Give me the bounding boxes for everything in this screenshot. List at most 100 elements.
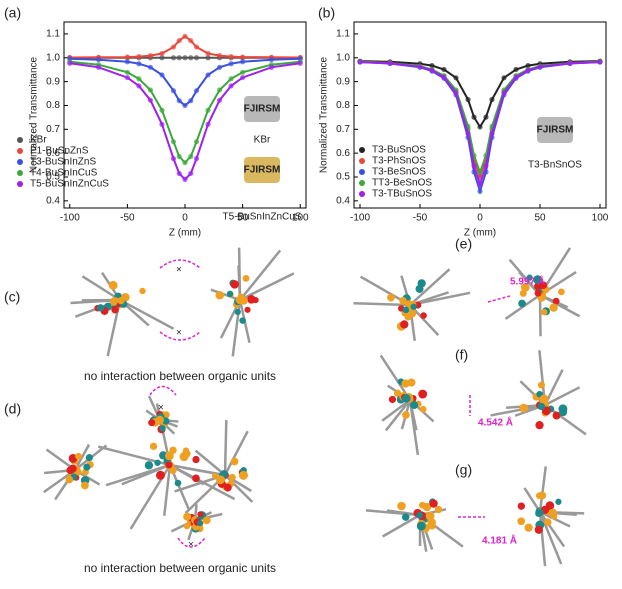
y-tick-label: 0.6 <box>336 148 350 159</box>
atom <box>111 306 119 314</box>
atom <box>244 306 251 313</box>
data-point <box>297 60 303 66</box>
bond <box>381 398 411 422</box>
y-tick-label: 0.8 <box>46 100 60 111</box>
atom <box>165 451 174 461</box>
atom <box>192 455 200 464</box>
panel-label: (b) <box>318 5 335 21</box>
bond <box>538 466 548 513</box>
y-tick-label: 0.7 <box>336 124 350 135</box>
atom <box>415 284 424 293</box>
y-tick-label: 0.9 <box>46 76 60 87</box>
legend-marker <box>17 148 23 154</box>
atom <box>226 290 234 298</box>
y-tick-label: 1.1 <box>46 29 60 40</box>
cross-marks: × × × × <box>158 265 194 551</box>
legend-label: T4-BuSnInCuS <box>30 168 98 179</box>
legend-label: T3-BuSnOS <box>372 145 426 156</box>
legend-label: TT3-BeSnOS <box>372 178 432 189</box>
atom <box>526 274 533 281</box>
distance-label: 4.542 Å <box>478 416 513 429</box>
atom <box>159 425 166 432</box>
atom <box>534 289 542 297</box>
bond <box>119 298 175 330</box>
caption: no interaction between organic units <box>84 561 276 575</box>
x-tick-label: -100 <box>350 213 370 224</box>
bond <box>353 301 411 307</box>
atom <box>534 525 543 534</box>
atom <box>422 502 432 512</box>
atom <box>425 511 435 521</box>
atom <box>183 522 191 530</box>
fit-line <box>69 35 301 59</box>
legend-marker <box>17 170 23 176</box>
y-axis-label: Normalized Transmittance <box>29 56 40 173</box>
atom <box>155 415 164 425</box>
bond <box>544 386 581 407</box>
atom <box>216 475 225 485</box>
atom <box>388 395 397 404</box>
atom <box>165 461 173 469</box>
bond <box>121 463 171 486</box>
atom <box>558 288 565 296</box>
sample-photo <box>244 96 280 122</box>
atom <box>183 512 192 521</box>
x-axis-label: Z (mm) <box>464 228 496 239</box>
atom <box>404 313 412 321</box>
legend-marker <box>359 158 365 164</box>
bond <box>239 249 282 301</box>
annotation: T3-BnSnOS <box>528 160 582 171</box>
legend-label: P1-BuSnZnS <box>30 146 89 157</box>
x-tick-label: 50 <box>534 213 546 224</box>
atom <box>401 513 410 521</box>
legend-marker <box>359 147 365 153</box>
svg-text:×: × <box>176 265 182 276</box>
atom <box>401 379 410 388</box>
bond <box>365 509 421 517</box>
y-tick-label: 0.8 <box>336 100 350 111</box>
legend-label: T3-BeSnOS <box>372 167 426 178</box>
x-tick-label: 100 <box>592 213 609 224</box>
x-tick-label: 50 <box>237 213 249 224</box>
atom <box>83 463 91 471</box>
legend-marker <box>17 181 23 187</box>
atom <box>555 498 562 505</box>
atom <box>400 320 409 329</box>
atom <box>552 411 561 420</box>
x-tick-label: -100 <box>60 213 80 224</box>
atom <box>96 304 105 312</box>
legend-marker <box>17 159 23 165</box>
atom <box>549 303 558 312</box>
legend-marker <box>17 137 23 143</box>
svg-text:×: × <box>158 403 164 414</box>
atom <box>552 297 560 305</box>
atom <box>399 296 407 305</box>
atom <box>228 473 236 481</box>
atom <box>159 451 168 460</box>
bond <box>163 464 172 516</box>
y-tick-label: 0.5 <box>46 172 60 183</box>
atom <box>110 299 118 306</box>
fit-line <box>69 62 301 181</box>
atom <box>416 521 426 531</box>
atom <box>520 283 530 292</box>
atom <box>230 457 239 466</box>
atom <box>223 483 232 492</box>
bond <box>538 511 566 548</box>
bond <box>210 288 241 302</box>
x-tick-label: -50 <box>413 213 428 224</box>
bond <box>239 272 295 302</box>
atom <box>242 275 250 282</box>
atom <box>539 394 549 404</box>
atom <box>410 401 419 410</box>
annotation: FJIRSM <box>244 165 281 176</box>
atom <box>539 281 548 289</box>
bond <box>538 294 542 337</box>
y-tick-label: 0.7 <box>46 124 60 135</box>
atom <box>535 421 544 430</box>
y-tick-label: 0.4 <box>46 195 60 206</box>
bond <box>490 403 546 417</box>
bond <box>237 247 242 301</box>
fit-line <box>359 60 601 129</box>
atom <box>235 295 244 305</box>
